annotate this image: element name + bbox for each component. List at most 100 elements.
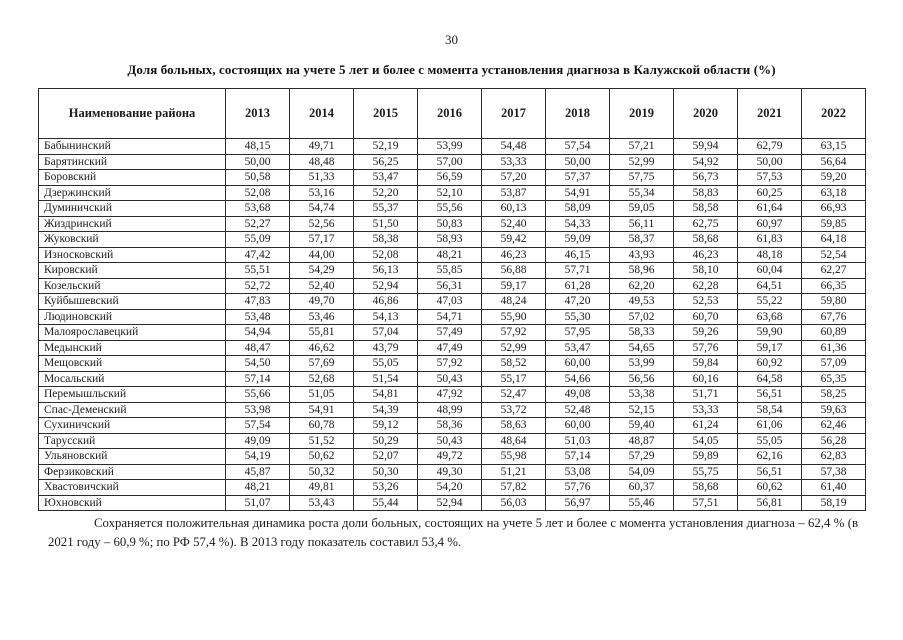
table-row: Медынский 48,47 46,62 43,79 47,49 52,99 53,47 5… — [38, 339, 866, 356]
table-row: Перемышльский 55,66 51,05 54,81 47,92 52,47 49… — [38, 386, 866, 403]
value-cell: 60,92 — [737, 355, 802, 372]
value-cell: 54,65 — [609, 339, 674, 356]
value-cell: 58,10 — [673, 262, 738, 279]
value-cell: 54,05 — [673, 432, 738, 449]
value-cell: 53,48 — [225, 308, 290, 325]
value-cell: 62,20 — [609, 277, 674, 294]
district-name-cell: Юхновский — [38, 494, 226, 511]
value-cell: 50,32 — [289, 463, 354, 480]
value-cell: 52,47 — [481, 386, 546, 403]
value-cell: 47,42 — [225, 246, 290, 263]
value-cell: 58,52 — [481, 355, 546, 372]
page-number: 30 — [445, 32, 458, 47]
table-row: Мосальский 57,14 52,68 51,54 50,43 55,17 54,66… — [38, 370, 866, 387]
district-column-header: Наименование района — [38, 88, 226, 139]
value-cell: 52,72 — [225, 277, 290, 294]
value-cell: 50,83 — [417, 215, 482, 232]
value-cell: 50,30 — [353, 463, 418, 480]
value-cell: 49,09 — [225, 432, 290, 449]
year-column-header: 2019 — [609, 88, 674, 139]
value-cell: 45,87 — [225, 463, 290, 480]
value-cell: 50,00 — [225, 153, 290, 170]
value-cell: 64,18 — [801, 231, 866, 248]
district-name-cell: Козельский — [38, 277, 226, 294]
table-row: Козельский 52,72 52,40 52,94 56,31 59,17 61,28… — [38, 277, 866, 294]
value-cell: 59,12 — [353, 417, 418, 434]
value-cell: 59,89 — [673, 448, 738, 465]
value-cell: 58,54 — [737, 401, 802, 418]
value-cell: 58,09 — [545, 200, 610, 217]
value-cell: 48,99 — [417, 401, 482, 418]
value-cell: 58,36 — [417, 417, 482, 434]
value-cell: 50,58 — [225, 169, 290, 186]
value-cell: 61,83 — [737, 231, 802, 248]
value-cell: 59,84 — [673, 355, 738, 372]
district-name-cell: Хвастовичский — [38, 479, 226, 496]
table-row: Ферзиковский 45,87 50,32 50,30 49,30 51,21 53,… — [38, 463, 866, 480]
value-cell: 44,00 — [289, 246, 354, 263]
table-row: Хвастовичский 48,21 49,81 53,26 54,20 57,82 57… — [38, 479, 866, 496]
value-cell: 53,47 — [545, 339, 610, 356]
value-cell: 59,26 — [673, 324, 738, 341]
value-cell: 57,14 — [545, 448, 610, 465]
value-cell: 55,75 — [673, 463, 738, 480]
value-cell: 59,17 — [481, 277, 546, 294]
value-cell: 57,69 — [289, 355, 354, 372]
value-cell: 54,91 — [545, 184, 610, 201]
value-cell: 59,80 — [801, 293, 866, 310]
value-cell: 52,99 — [481, 339, 546, 356]
district-name-cell: Перемышльский — [38, 386, 226, 403]
year-column-header: 2017 — [481, 88, 546, 139]
year-column-header: 2021 — [737, 88, 802, 139]
value-cell: 56,31 — [417, 277, 482, 294]
value-cell: 48,21 — [417, 246, 482, 263]
value-cell: 52,20 — [353, 184, 418, 201]
value-cell: 60,62 — [737, 479, 802, 496]
value-cell: 53,43 — [289, 494, 354, 511]
value-cell: 57,04 — [353, 324, 418, 341]
value-cell: 47,49 — [417, 339, 482, 356]
value-cell: 47,92 — [417, 386, 482, 403]
value-cell: 55,37 — [353, 200, 418, 217]
value-cell: 52,94 — [417, 494, 482, 511]
table-row: Барятинский 50,00 48,48 56,25 57,00 53,33 50,0… — [38, 153, 866, 170]
value-cell: 52,08 — [225, 184, 290, 201]
value-cell: 52,53 — [673, 293, 738, 310]
district-name-cell: Жиздринский — [38, 215, 226, 232]
value-cell: 57,92 — [417, 355, 482, 372]
value-cell: 61,24 — [673, 417, 738, 434]
value-cell: 58,96 — [609, 262, 674, 279]
district-name-cell: Боровский — [38, 169, 226, 186]
value-cell: 58,38 — [353, 231, 418, 248]
value-cell: 53,16 — [289, 184, 354, 201]
value-cell: 56,97 — [545, 494, 610, 511]
table-header: Наименование района 2013 2014 2015 2016 2017… — [38, 88, 866, 139]
value-cell: 60,00 — [545, 417, 610, 434]
value-cell: 60,04 — [737, 262, 802, 279]
value-cell: 56,25 — [353, 153, 418, 170]
value-cell: 52,94 — [353, 277, 418, 294]
value-cell: 46,86 — [353, 293, 418, 310]
value-cell: 59,40 — [609, 417, 674, 434]
value-cell: 48,15 — [225, 138, 290, 155]
value-cell: 60,00 — [545, 355, 610, 372]
value-cell: 52,48 — [545, 401, 610, 418]
table-row: Спас-Деменский 53,98 54,91 54,39 48,99 53,72 5… — [38, 401, 866, 418]
value-cell: 58,68 — [673, 231, 738, 248]
value-cell: 60,70 — [673, 308, 738, 325]
value-cell: 51,03 — [545, 432, 610, 449]
value-cell: 57,95 — [545, 324, 610, 341]
value-cell: 64,51 — [737, 277, 802, 294]
value-cell: 63,15 — [801, 138, 866, 155]
value-cell: 55,66 — [225, 386, 290, 403]
district-name-cell: Спас-Деменский — [38, 401, 226, 418]
value-cell: 56,13 — [353, 262, 418, 279]
value-cell: 56,28 — [801, 432, 866, 449]
value-cell: 56,51 — [737, 463, 802, 480]
value-cell: 58,58 — [673, 200, 738, 217]
value-cell: 51,71 — [673, 386, 738, 403]
value-cell: 58,33 — [609, 324, 674, 341]
value-cell: 62,75 — [673, 215, 738, 232]
value-cell: 49,30 — [417, 463, 482, 480]
value-cell: 54,94 — [225, 324, 290, 341]
